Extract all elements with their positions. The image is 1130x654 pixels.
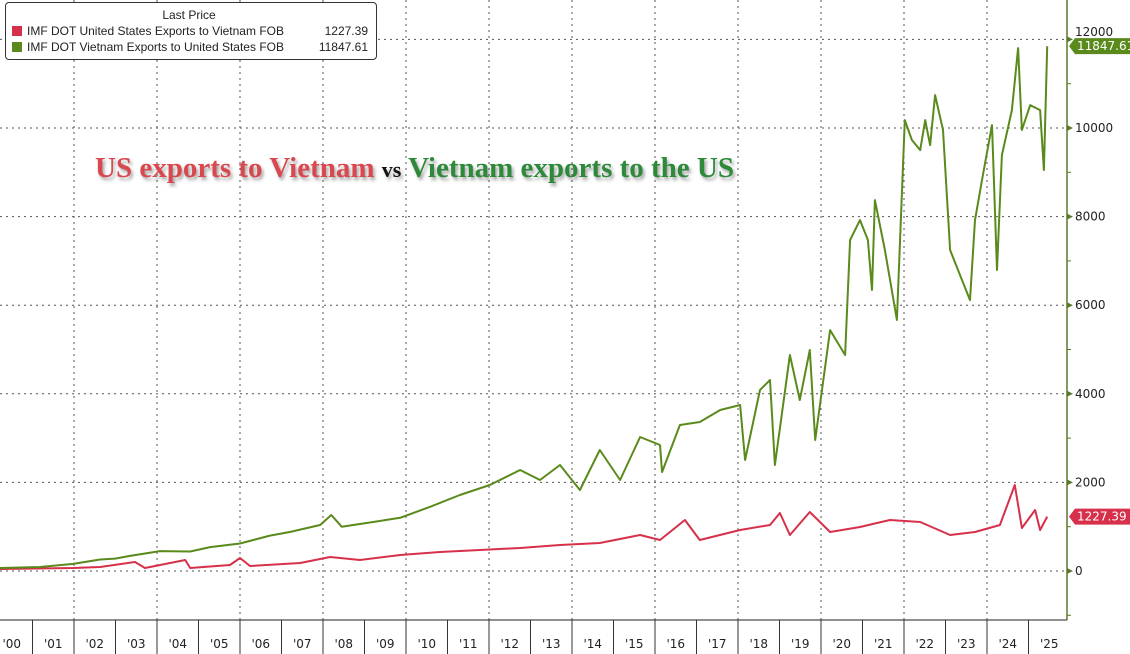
y-tick — [1067, 36, 1073, 43]
x-tick-label: '08 — [334, 637, 353, 651]
gridlines — [0, 0, 1067, 620]
x-tick-label: '17 — [708, 637, 727, 651]
last-value-badge — [1069, 508, 1130, 525]
y-tick-label: 2000 — [1075, 475, 1106, 489]
x-tick-label: '14 — [583, 637, 602, 651]
legend-swatch-green — [12, 42, 22, 52]
y-tick — [1067, 390, 1073, 397]
x-tick-label: '05 — [210, 637, 229, 651]
y-tick — [1067, 479, 1073, 486]
legend-value: 11847.61 — [318, 40, 368, 54]
x-tick-label: '25 — [1040, 637, 1059, 651]
legend-label: IMF DOT Vietnam Exports to United States… — [27, 40, 284, 54]
last-value-badge — [1069, 38, 1130, 55]
x-tick-label: '22 — [915, 637, 934, 651]
y-tick — [1067, 125, 1073, 131]
y-tick — [1067, 213, 1073, 220]
legend: Last Price IMF DOT United States Exports… — [5, 2, 377, 60]
x-tick-label: '06 — [251, 637, 270, 651]
annotation-vs: vs — [381, 157, 402, 182]
last-value-label: 11847.61 — [1077, 39, 1130, 53]
series-line-us-exports — [0, 484, 1049, 570]
y-tick-label: 12000 — [1075, 25, 1113, 39]
x-tick-label: '20 — [832, 637, 851, 651]
x-tick-label: '12 — [500, 637, 519, 651]
x-tick-label: '03 — [127, 637, 146, 651]
y-tick-label: 8000 — [1075, 210, 1106, 224]
legend-value: 1227.39 — [324, 24, 368, 38]
x-tick-label: '15 — [625, 637, 644, 651]
x-tick-label: '04 — [168, 637, 187, 651]
series-line-vietnam-exports — [0, 46, 1049, 569]
chart-annotation: US exports to Vietnam vs Vietnam exports… — [95, 152, 734, 185]
x-tick-label: '10 — [417, 637, 436, 651]
y-tick — [1067, 302, 1073, 309]
y-tick-label: 10000 — [1075, 121, 1113, 135]
legend-item-us-exports: IMF DOT United States Exports to Vietnam… — [6, 23, 372, 39]
x-tick-label: '21 — [874, 637, 893, 651]
x-tick-label: '07 — [293, 637, 312, 651]
x-tick-label: '02 — [85, 637, 104, 651]
last-value-label: 1227.39 — [1077, 510, 1127, 524]
legend-swatch-red — [12, 26, 22, 36]
x-tick-label: '13 — [542, 637, 561, 651]
y-tick-label: 4000 — [1075, 387, 1106, 401]
x-tick-label: '11 — [459, 637, 478, 651]
legend-item-vietnam-exports: IMF DOT Vietnam Exports to United States… — [6, 39, 372, 55]
x-tick-label: '16 — [666, 637, 685, 651]
x-tick-label: '00 — [2, 637, 21, 651]
x-tick-label: '01 — [44, 637, 63, 651]
x-tick-label: '18 — [749, 637, 768, 651]
y-tick-label: 6000 — [1075, 298, 1106, 312]
annotation-vietnam-exports: Vietnam exports to the US — [408, 152, 735, 184]
y-tick — [1067, 568, 1073, 574]
y-tick-label: 0 — [1075, 564, 1083, 578]
annotation-us-exports: US exports to Vietnam — [95, 152, 375, 184]
legend-title: Last Price — [162, 8, 216, 22]
x-tick-label: '23 — [957, 637, 976, 651]
x-tick-label: '19 — [791, 637, 810, 651]
legend-label: IMF DOT United States Exports to Vietnam… — [27, 24, 284, 38]
x-tick-label: '09 — [376, 637, 395, 651]
series-lines — [0, 46, 1049, 570]
x-tick-label: '24 — [998, 637, 1017, 651]
